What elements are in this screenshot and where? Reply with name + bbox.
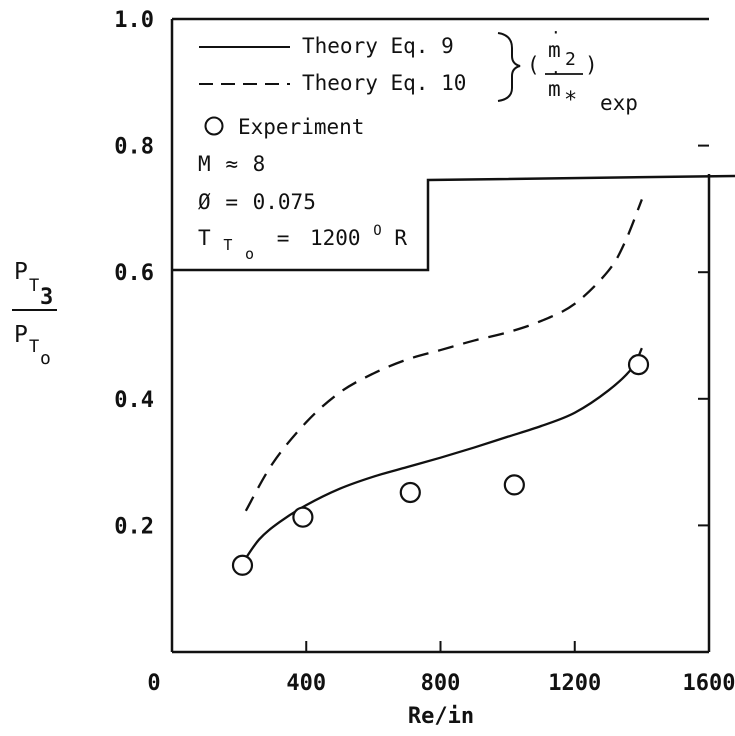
legend-brace-icon [497, 32, 521, 102]
y-label-denominator-t: T [29, 337, 39, 357]
annotation-mach: M ≈ 8 [198, 152, 265, 176]
y-tick-label: 0.2 [114, 514, 154, 539]
legend-experiment-marker [204, 116, 224, 136]
legend: Theory Eq. 9 Theory Eq. 10 ( m · 2 m · *… [198, 23, 638, 264]
y-label-numerator-t: T [29, 276, 39, 296]
x-tick-label: 400 [286, 671, 326, 696]
bracket-numerator-sub: 2 [565, 49, 576, 70]
y-tick-label: 0.6 [114, 261, 154, 286]
bracket-suffix-exp: exp [600, 91, 638, 115]
y-label-denominator-o: o [40, 348, 51, 369]
experiment-point [231, 554, 254, 576]
bracket-denominator-sub: * [564, 88, 577, 113]
bracket-denominator-m: m [548, 77, 561, 101]
y-label-denominator-p: P [14, 322, 28, 348]
y-tick-label: 0.4 [114, 388, 154, 413]
annotation-total-temperature: T T o = 1200 O R [198, 216, 407, 264]
y-axis-label: P T 3 P T o [12, 259, 57, 369]
bracket-numerator-dot-icon: · [551, 23, 561, 42]
y-label-numerator-3: 3 [40, 285, 53, 310]
bracket-numerator-m: m [548, 38, 561, 62]
bracket-open-paren: ( [527, 53, 540, 77]
legend-label-experiment: Experiment [238, 115, 364, 139]
bracket-close-paren: ) [585, 53, 598, 77]
x-tick-label: 1200 [548, 671, 601, 696]
theory-eq9-solid-line [241, 347, 643, 565]
legend-label-theory-eq9: Theory Eq. 9 [302, 34, 454, 58]
y-label-numerator-p: P [14, 259, 28, 285]
x-axis-label: Re/in [408, 704, 474, 729]
x-tick-label: 0 [147, 671, 160, 696]
y-tick-label: 1.0 [114, 8, 154, 33]
experiment-point [399, 481, 421, 504]
x-tick-label: 800 [421, 671, 461, 696]
annotation-phi: Ø = 0.075 [198, 190, 316, 214]
experiment-point [292, 506, 314, 528]
x-tick-label: 1600 [683, 671, 735, 696]
legend-box-border [172, 174, 735, 272]
y-tick-label: 0.8 [114, 135, 154, 160]
legend-label-theory-eq10: Theory Eq. 10 [302, 71, 466, 95]
experiment-point [503, 474, 525, 496]
theory-eq10-dashed-line [244, 198, 643, 512]
experiment-point [627, 354, 650, 376]
bracket-denominator-dot-icon: · [551, 63, 561, 82]
